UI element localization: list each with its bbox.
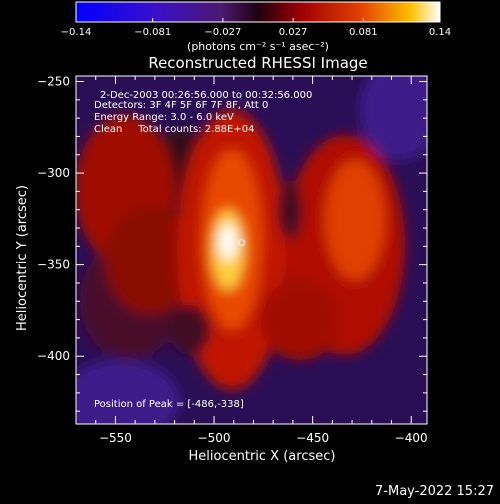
heatmap-image	[76, 76, 427, 424]
info-line-detectors: Detectors: 3F 4F 5F 6F 7F 8F, Att 0	[94, 100, 268, 111]
y-axis-ticks: −250 −300 −350 −400	[37, 74, 427, 412]
info-line-counts: Clean Total counts: 2.88E+04	[94, 124, 254, 135]
chart-title: Reconstructed RHESSI Image	[148, 54, 367, 72]
colorbar-unit-label: (photons cm⁻² s⁻¹ asec⁻²)	[187, 40, 329, 53]
y-tick-label: −350	[37, 258, 70, 272]
x-tick-label: −400	[395, 431, 428, 445]
colorbar-tick-label: 0.027	[279, 27, 308, 38]
footer-timestamp: 7-May-2022 15:27	[375, 484, 494, 499]
plot-frame	[75, 75, 428, 425]
colorbar-tick-label: −0.027	[204, 27, 241, 38]
x-tick-label: −450	[296, 431, 329, 445]
y-tick-label: −250	[37, 74, 70, 88]
colorbar	[75, 1, 441, 23]
colorbar-tick-label: 0.081	[349, 27, 378, 38]
y-tick-label: −300	[37, 166, 70, 180]
y-axis-label: Heliocentric Y (arcsec)	[15, 185, 30, 331]
colorbar-ticks: −0.14 −0.081 −0.027 0.027 0.081 0.14	[61, 18, 451, 38]
colorbar-tick-label: −0.14	[61, 27, 92, 38]
peak-marker	[238, 239, 246, 247]
colorbar-tick-label: 0.14	[429, 27, 451, 38]
x-axis-label: Heliocentric X (arcsec)	[189, 449, 336, 464]
colorbar-tick-label: −0.081	[134, 27, 171, 38]
y-tick-label: −400	[37, 349, 70, 363]
peak-position-label: Position of Peak = [-486,-338]	[94, 399, 244, 410]
x-axis-ticks: −550 −500 −450 −400	[95, 76, 428, 445]
info-line-time: 2-Dec-2003 00:26:56.000 to 00:32:56.000	[100, 90, 312, 101]
x-tick-label: −500	[198, 431, 231, 445]
x-tick-label: −550	[99, 431, 132, 445]
info-line-energy: Energy Range: 3.0 - 6.0 keV	[94, 112, 234, 123]
